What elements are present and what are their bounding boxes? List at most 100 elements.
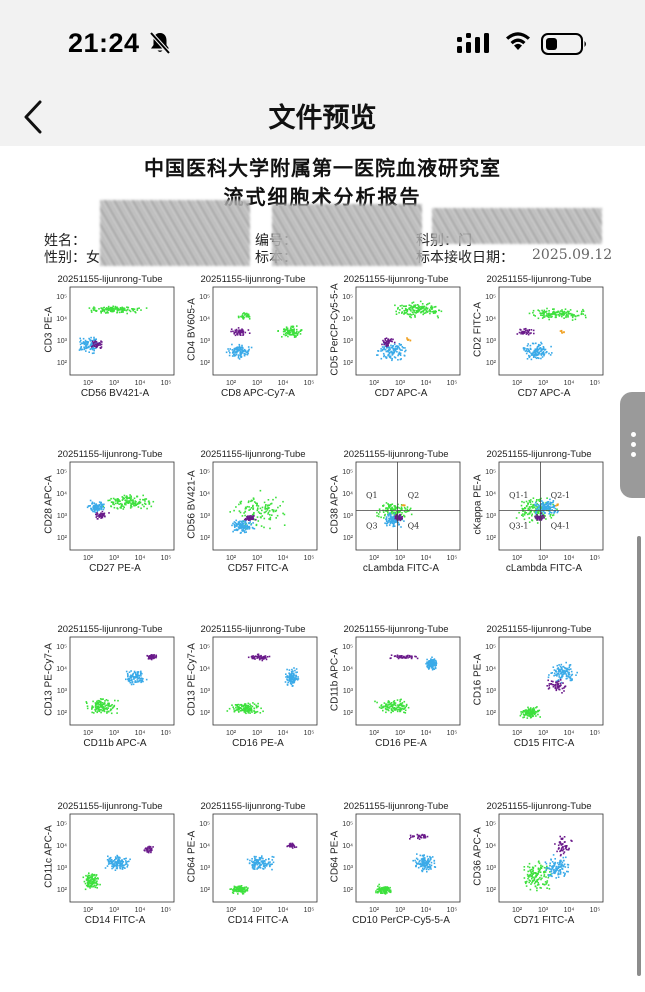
event-dot bbox=[250, 499, 253, 502]
event-dot bbox=[121, 499, 124, 501]
event-dot bbox=[432, 664, 435, 667]
event-dot bbox=[552, 666, 555, 668]
event-dot bbox=[131, 502, 134, 504]
event-dot bbox=[87, 874, 89, 877]
event-dot bbox=[150, 847, 153, 850]
event-dot bbox=[423, 859, 426, 862]
event-dot bbox=[408, 307, 411, 309]
event-dot bbox=[129, 675, 131, 678]
event-dot bbox=[425, 862, 428, 865]
event-dot bbox=[123, 858, 125, 860]
event-dot bbox=[393, 512, 395, 515]
event-dot bbox=[526, 505, 528, 507]
event-dot bbox=[526, 345, 529, 347]
event-dot bbox=[254, 864, 256, 867]
event-dot bbox=[286, 678, 288, 680]
event-dot bbox=[259, 657, 261, 660]
event-dot bbox=[561, 843, 564, 846]
scrollbar[interactable] bbox=[637, 536, 641, 976]
event-dot bbox=[94, 886, 97, 889]
event-dot bbox=[258, 866, 261, 868]
document-preview[interactable]: 中国医科大学附属第一医院血液研究室 流式细胞术分析报告 姓名： 编号： 科别：门… bbox=[0, 146, 645, 992]
event-dot bbox=[528, 879, 531, 881]
event-dot bbox=[116, 501, 119, 503]
event-dot bbox=[235, 331, 237, 333]
event-dot bbox=[92, 706, 94, 708]
event-dot bbox=[112, 866, 115, 869]
event-dot bbox=[428, 660, 431, 662]
event-dot bbox=[571, 313, 573, 316]
event-dot bbox=[244, 891, 246, 893]
event-dot bbox=[94, 710, 97, 712]
event-dot bbox=[559, 682, 562, 685]
event-dot bbox=[285, 673, 287, 675]
event-dot bbox=[109, 309, 111, 311]
x-tick-label: 10² bbox=[83, 380, 94, 387]
event-dot bbox=[144, 503, 147, 505]
y-tick-label: 10⁵ bbox=[56, 469, 67, 476]
event-dot bbox=[417, 866, 420, 869]
event-dot bbox=[229, 511, 231, 513]
x-tick-label: 10⁴ bbox=[278, 730, 289, 737]
event-dot bbox=[106, 859, 109, 861]
event-dot bbox=[115, 860, 117, 863]
event-dot bbox=[298, 331, 300, 333]
event-dot bbox=[238, 886, 241, 889]
event-dot bbox=[383, 346, 386, 348]
event-dot bbox=[101, 698, 103, 701]
event-dot bbox=[108, 861, 110, 864]
event-dot bbox=[91, 508, 93, 510]
event-dot bbox=[243, 527, 246, 529]
event-dot bbox=[235, 353, 238, 356]
event-dot bbox=[97, 518, 99, 520]
event-dot bbox=[385, 891, 387, 893]
event-dot bbox=[376, 511, 378, 514]
event-dot bbox=[400, 518, 402, 520]
event-dot bbox=[533, 711, 535, 713]
event-dot bbox=[245, 312, 248, 315]
event-dot bbox=[383, 343, 385, 346]
event-dot bbox=[401, 311, 403, 313]
event-dot bbox=[148, 501, 151, 504]
event-dot bbox=[286, 675, 288, 677]
event-dot bbox=[293, 681, 296, 683]
event-dot bbox=[563, 673, 566, 675]
flow-plot: 20251155-lijunrong-Tube 10² 10² 10³ 10³ 10⁴ 10… bbox=[183, 274, 323, 404]
event-dot bbox=[92, 882, 95, 884]
side-menu-handle[interactable] bbox=[620, 392, 645, 498]
event-dot bbox=[261, 659, 264, 662]
back-button[interactable] bbox=[18, 96, 52, 138]
event-dot bbox=[146, 850, 148, 853]
event-dot bbox=[534, 865, 537, 867]
event-dot bbox=[559, 869, 561, 872]
event-dot bbox=[522, 330, 525, 333]
event-dot bbox=[389, 520, 392, 523]
event-dot bbox=[570, 670, 573, 673]
event-dot bbox=[238, 345, 241, 348]
event-dot bbox=[548, 503, 550, 505]
event-dot bbox=[234, 709, 237, 712]
event-dot bbox=[429, 665, 432, 667]
event-dot bbox=[111, 865, 113, 867]
event-dot bbox=[253, 515, 255, 517]
event-dot bbox=[551, 502, 553, 504]
event-dot bbox=[131, 681, 134, 683]
event-dot bbox=[430, 861, 433, 864]
event-dot bbox=[539, 498, 541, 501]
event-dot bbox=[242, 318, 245, 320]
event-dot bbox=[292, 329, 294, 331]
event-dot bbox=[536, 506, 538, 508]
event-dot bbox=[291, 331, 293, 333]
event-dot bbox=[430, 659, 433, 661]
event-dot bbox=[103, 709, 105, 712]
y-tick-label: 10⁴ bbox=[485, 666, 496, 673]
event-dot bbox=[255, 859, 257, 862]
event-dot bbox=[550, 874, 552, 877]
event-dot bbox=[290, 846, 293, 848]
event-dot bbox=[140, 672, 142, 674]
event-dot bbox=[84, 342, 86, 345]
event-dot bbox=[392, 520, 394, 522]
event-dot bbox=[245, 525, 247, 528]
